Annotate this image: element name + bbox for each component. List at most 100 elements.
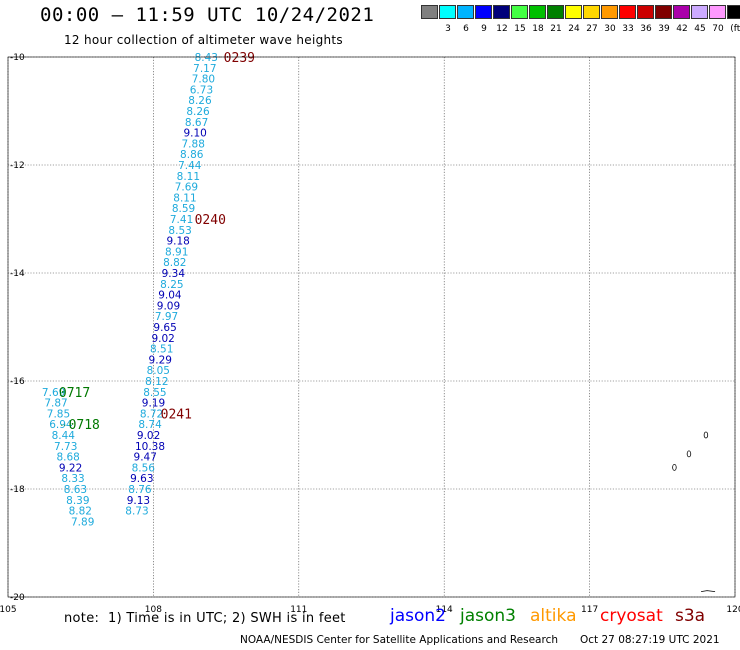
wave-height-value: 9.18 — [166, 236, 189, 248]
legend-label: 24 — [568, 24, 580, 34]
lat-tick-label: -10 — [10, 53, 25, 63]
legend-swatch — [511, 5, 528, 19]
wave-height-value: 8.11 — [177, 171, 200, 183]
legend-swatch — [421, 5, 438, 19]
wave-height-value: 8.63 — [64, 484, 87, 496]
legend-swatch — [709, 5, 726, 19]
wave-height-value: 8.68 — [56, 452, 79, 464]
satellite-cryosat: cryosat — [600, 606, 663, 626]
wave-height-value: 8.26 — [186, 106, 210, 118]
legend-label: 39 — [658, 24, 670, 34]
time-label: 0240 — [195, 213, 226, 228]
wave-height-value: 9.65 — [153, 322, 176, 334]
wave-height-value: 9.63 — [130, 473, 153, 485]
wave-height-value: 8.82 — [69, 506, 92, 518]
wave-height-value: 8.72 — [140, 408, 163, 420]
wave-height-value: 6.73 — [190, 84, 213, 96]
wave-height-value: 8.12 — [145, 376, 168, 388]
wave-height-value: 9.02 — [151, 333, 174, 345]
legend-label: 36 — [640, 24, 652, 34]
wave-height-value: 8.53 — [168, 225, 191, 237]
wave-height-value: 9.02 — [137, 430, 160, 442]
satellite-jason2: jason2 — [390, 606, 446, 626]
lon-tick-label: 111 — [290, 605, 307, 615]
wave-height-value: 9.10 — [183, 128, 206, 140]
wave-height-value: 8.74 — [138, 419, 162, 431]
lat-tick-label: -18 — [10, 485, 25, 495]
wave-height-value: 8.11 — [173, 192, 196, 204]
legend-label: 9 — [481, 24, 487, 34]
wave-height-value: 8.59 — [172, 203, 195, 215]
lon-tick-label: 114 — [436, 605, 453, 615]
legend-swatch — [583, 5, 600, 19]
wave-height-value: 10.38 — [135, 441, 165, 453]
satellite-s3a: s3a — [675, 606, 706, 626]
legend-label: 45 — [694, 24, 706, 34]
wave-height-value: 8.44 — [52, 430, 76, 442]
wave-height-value: 7.17 — [193, 63, 216, 75]
legend-swatch — [457, 5, 474, 19]
wave-height-value: 8.43 — [195, 52, 218, 64]
lat-tick-label: -20 — [10, 593, 25, 603]
island — [703, 431, 709, 439]
legend-swatch — [529, 5, 546, 19]
legend-swatch — [601, 5, 618, 19]
island — [672, 463, 677, 471]
wave-height-value: 7.89 — [71, 516, 94, 528]
legend-swatch — [727, 5, 740, 19]
wave-height-value: 8.82 — [163, 257, 186, 269]
time-label: 0717 — [59, 386, 90, 401]
wave-height-value: 8.73 — [125, 506, 148, 518]
lat-tick-label: -14 — [10, 269, 25, 279]
wave-height-value: 7.80 — [192, 74, 215, 86]
legend-swatch — [637, 5, 654, 19]
wave-height-value: 8.05 — [147, 365, 170, 377]
wave-height-value: 7.87 — [44, 398, 67, 410]
wave-height-value: 9.29 — [149, 354, 172, 366]
lat-tick-label: -12 — [10, 161, 25, 171]
wave-height-value: 8.55 — [143, 387, 166, 399]
legend-swatch — [619, 5, 636, 19]
coastline — [701, 590, 716, 592]
legend-label: 70 — [712, 24, 724, 34]
page-subtitle: 12 hour collection of altimeter wave hei… — [64, 33, 343, 47]
legend-label: 3 — [445, 24, 451, 34]
wave-height-value: 8.56 — [132, 462, 156, 474]
wave-height-value: 9.47 — [134, 452, 157, 464]
wave-height-value: 6.94 — [49, 419, 73, 431]
wave-height-value: 7.97 — [155, 311, 178, 323]
wave-height-value: 8.67 — [185, 117, 208, 129]
timestamp-text: Oct 27 08:27:19 UTC 2021 — [580, 634, 720, 646]
legend-label: 15 — [514, 24, 526, 34]
legend-label: 12 — [496, 24, 508, 34]
wave-height-value: 7.85 — [47, 408, 70, 420]
wave-height-value: 9.19 — [142, 398, 165, 410]
legend-label: 33 — [622, 24, 634, 34]
time-label: 0239 — [224, 51, 255, 66]
wave-height-value: 9.09 — [157, 300, 180, 312]
wave-height-value: 7.69 — [175, 182, 198, 194]
wave-height-value: 8.26 — [188, 95, 212, 107]
legend-unit: (ft) — [730, 24, 740, 34]
wave-height-value: 7.44 — [178, 160, 202, 172]
wave-height-value: 8.25 — [160, 279, 183, 291]
legend-label: 30 — [604, 24, 616, 34]
legend-swatch — [655, 5, 672, 19]
wave-height-value: 9.22 — [59, 462, 82, 474]
lat-tick-label: -16 — [10, 377, 25, 387]
wave-height-value: 8.86 — [180, 149, 204, 161]
map-frame — [7, 56, 736, 598]
wave-height-value: 8.91 — [165, 246, 188, 258]
wave-height-value: 7.41 — [170, 214, 193, 226]
legend-swatch — [475, 5, 492, 19]
wave-height-value: 7.69 — [42, 387, 65, 399]
lon-tick-label: 120 — [726, 605, 740, 615]
lon-tick-label: 105 — [0, 605, 17, 615]
legend-label: 42 — [676, 24, 688, 34]
wave-height-value: 7.73 — [54, 441, 77, 453]
satellite-altika: altika — [530, 606, 577, 626]
wave-height-value: 8.76 — [128, 484, 152, 496]
legend-label: 27 — [586, 24, 598, 34]
time-label: 0241 — [161, 407, 192, 422]
